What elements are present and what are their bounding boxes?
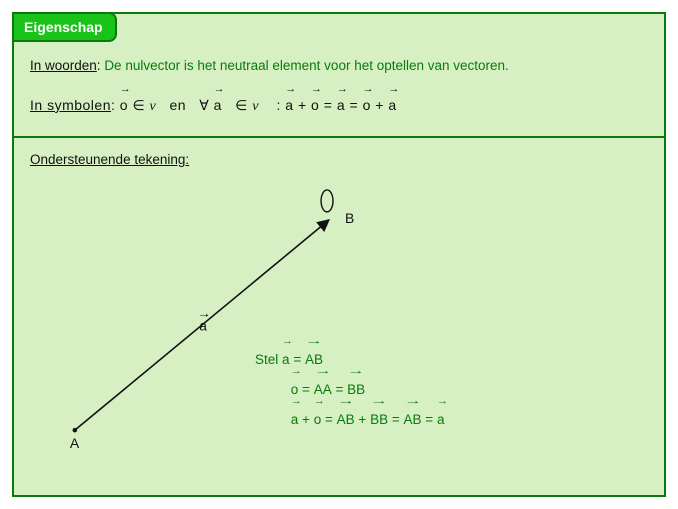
equation-block: Stel a = AB o = AA = BB a + — [255, 343, 444, 434]
point-A-label: A — [70, 435, 80, 451]
vector-a-label: a — [199, 318, 207, 333]
vec-a: a — [214, 91, 222, 117]
eq-row-3: a + o = AB + BB = AB = a — [255, 403, 444, 433]
drawing-heading: Ondersteunende tekening: — [30, 152, 648, 167]
tab-label: Eigenschap — [24, 19, 103, 35]
property-card: Eigenschap In woorden: De nulvector is h… — [12, 12, 666, 497]
in-words-text: De nulvector is het neutraal element voo… — [104, 58, 509, 73]
zero-vector-loop — [321, 190, 333, 212]
section-drawing: Ondersteunende tekening: A B → a Stel — [14, 136, 664, 471]
drawing-area: A B → a Stel a = AB o = AA = — [30, 173, 648, 453]
in-symbols-line: In symbolen: o ∈ ν en ∀ a ∈ ν : a + o = … — [30, 91, 648, 118]
point-B-label: B — [345, 209, 354, 225]
in-words-line: In woorden: De nulvector is het neutraal… — [30, 56, 648, 77]
vec-o: o — [120, 91, 128, 117]
in-symbols-label: In symbolen — [30, 97, 111, 113]
in-words-label: In woorden — [30, 58, 97, 73]
card-tab: Eigenschap — [12, 12, 117, 42]
